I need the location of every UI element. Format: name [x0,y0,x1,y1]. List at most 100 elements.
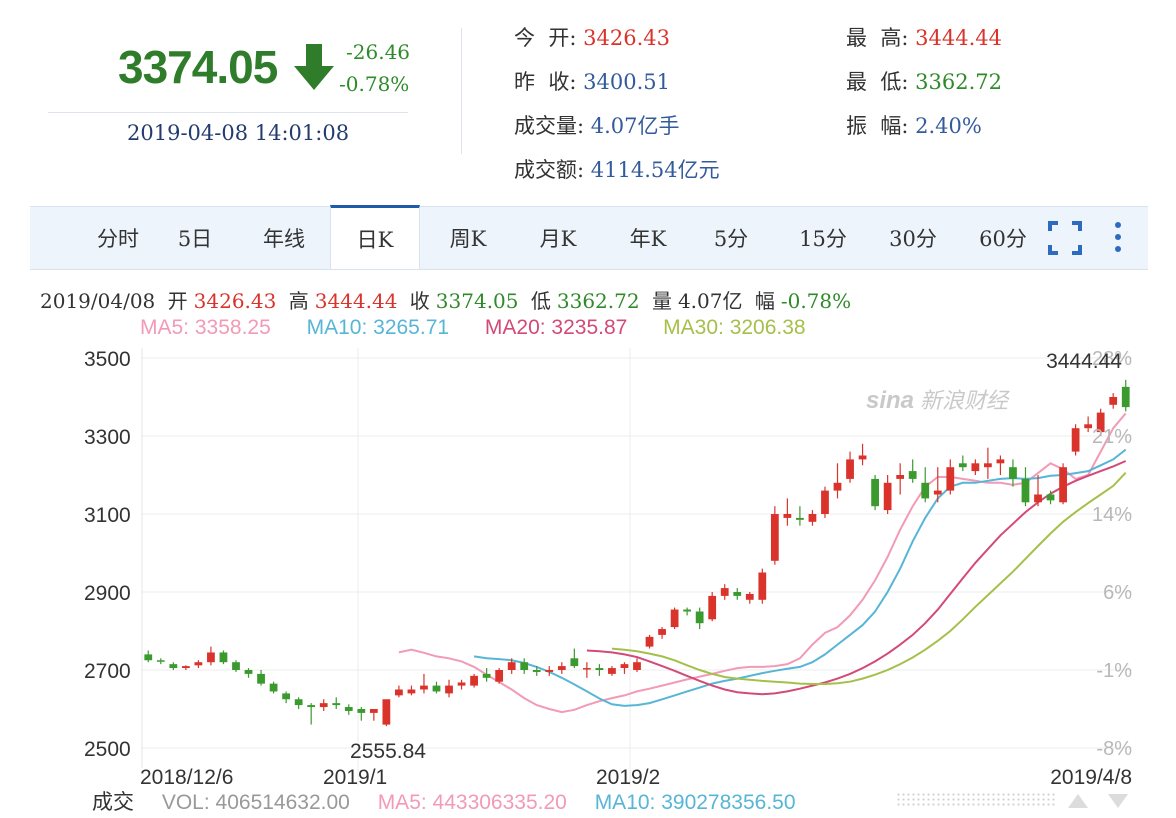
amplitude-value: 2.40% [915,114,982,138]
candle-body [520,662,529,670]
candle [595,664,604,676]
candle-body [319,703,328,708]
scroll-down-icon[interactable] [1108,794,1128,808]
candle-body [971,463,980,472]
candle [808,510,817,526]
candle-body [257,673,265,684]
tab-2[interactable]: 年线 [263,227,305,251]
candle-body [470,675,478,686]
candle-body [420,685,428,690]
info-open: 3426.43 [193,289,277,313]
high-row: 最 高: 3444.44 [846,22,1002,52]
fullscreen-icon[interactable] [1048,221,1082,255]
candle [1096,408,1105,436]
candle-body [1121,386,1130,408]
line-ma30 [611,472,1127,685]
pct-tick-label: 14% [1092,504,1132,526]
candle [883,475,892,514]
candle-body [445,685,453,694]
x-tick-label: 2019/2 [596,766,660,786]
tab-10[interactable]: 60分 [979,227,1027,251]
y-tick-label: 2500 [84,738,131,761]
candle-body [858,455,867,460]
high-value: 3444.44 [915,26,1002,50]
amount-value: 4114.54亿元 [590,158,720,182]
high-label: 最 高: [846,26,909,50]
candle [984,447,992,479]
candle-body [733,592,742,596]
tab-8[interactable]: 15分 [799,227,847,251]
candle-body [207,652,215,663]
candle-body [984,463,992,468]
candle-body [1071,428,1080,452]
candle-body [407,689,416,694]
candle-body [633,662,641,670]
candle-body [219,652,228,663]
candle [495,668,504,684]
volume-label: 成交量: [514,114,585,138]
candle [144,650,153,663]
tab-3[interactable]: 日K [330,205,420,269]
prev-close-label: 昨 收: [514,70,577,94]
candle [194,660,203,669]
low-label: 最 低: [846,70,909,94]
candle-body [144,654,153,661]
candle-body [1059,467,1067,503]
sina-logo: sina [866,387,914,414]
candle-body [307,705,316,708]
candle-body [194,662,203,666]
info-close-label: 收 [409,289,430,313]
candle-body [1046,494,1055,501]
kline-chart[interactable]: sina 新浪财经 3500 28% 3300 21% 3100 14% 2900 6% 270… [0,340,1176,786]
candle [557,662,566,674]
tab-5[interactable]: 月K [539,227,577,251]
candle-body [156,660,165,662]
candle [908,459,917,483]
price-change: -26.46 [346,40,411,64]
prev-close-row: 昨 收: 3400.51 [514,66,670,96]
tab-1[interactable]: 5日 [177,227,213,251]
candle [1121,379,1130,412]
volume-ma10: MA10: 390278356.50 [594,791,796,814]
candle [645,634,654,649]
candle [319,699,328,711]
tab-4[interactable]: 周K [449,227,487,251]
tab-7[interactable]: 5分 [713,227,749,251]
y-tick-label: 2900 [84,582,131,605]
info-low: 3362.72 [556,289,640,313]
candle [294,697,303,709]
pct-tick-label: 6% [1103,582,1132,604]
candle [896,463,905,495]
candle [582,662,591,678]
candle-body [770,514,779,561]
candle [695,607,704,630]
candle [1034,475,1042,507]
open-row: 今 开: 3426.43 [514,22,670,52]
candle [921,467,930,503]
candle-body [570,658,579,667]
more-icon[interactable] [1113,221,1123,255]
candle-body [946,467,955,491]
candle-body [883,482,892,511]
pct-tick-label: -8% [1096,738,1132,760]
candle [1109,393,1118,409]
candle [369,709,378,721]
candle-body [695,611,704,624]
tab-6[interactable]: 年K [629,227,667,251]
tab-0[interactable]: 分时 [97,227,139,251]
watermark: sina 新浪财经 [866,387,1010,414]
candle-body [933,490,942,495]
candle [257,670,265,686]
legend-ma5: MA5: 3358.25 [140,316,271,339]
info-vol: 4.07亿 [677,289,743,313]
tab-9[interactable]: 30分 [889,227,937,251]
scroll-up-icon[interactable] [1068,794,1088,808]
watermark-text: 新浪财经 [920,389,1010,414]
candle [395,685,403,698]
scroll-track[interactable] [896,792,1056,806]
candle [420,673,428,694]
volume-value: VOL: 406514632.00 [161,791,350,814]
candle [670,607,679,630]
candle-body [645,636,654,647]
